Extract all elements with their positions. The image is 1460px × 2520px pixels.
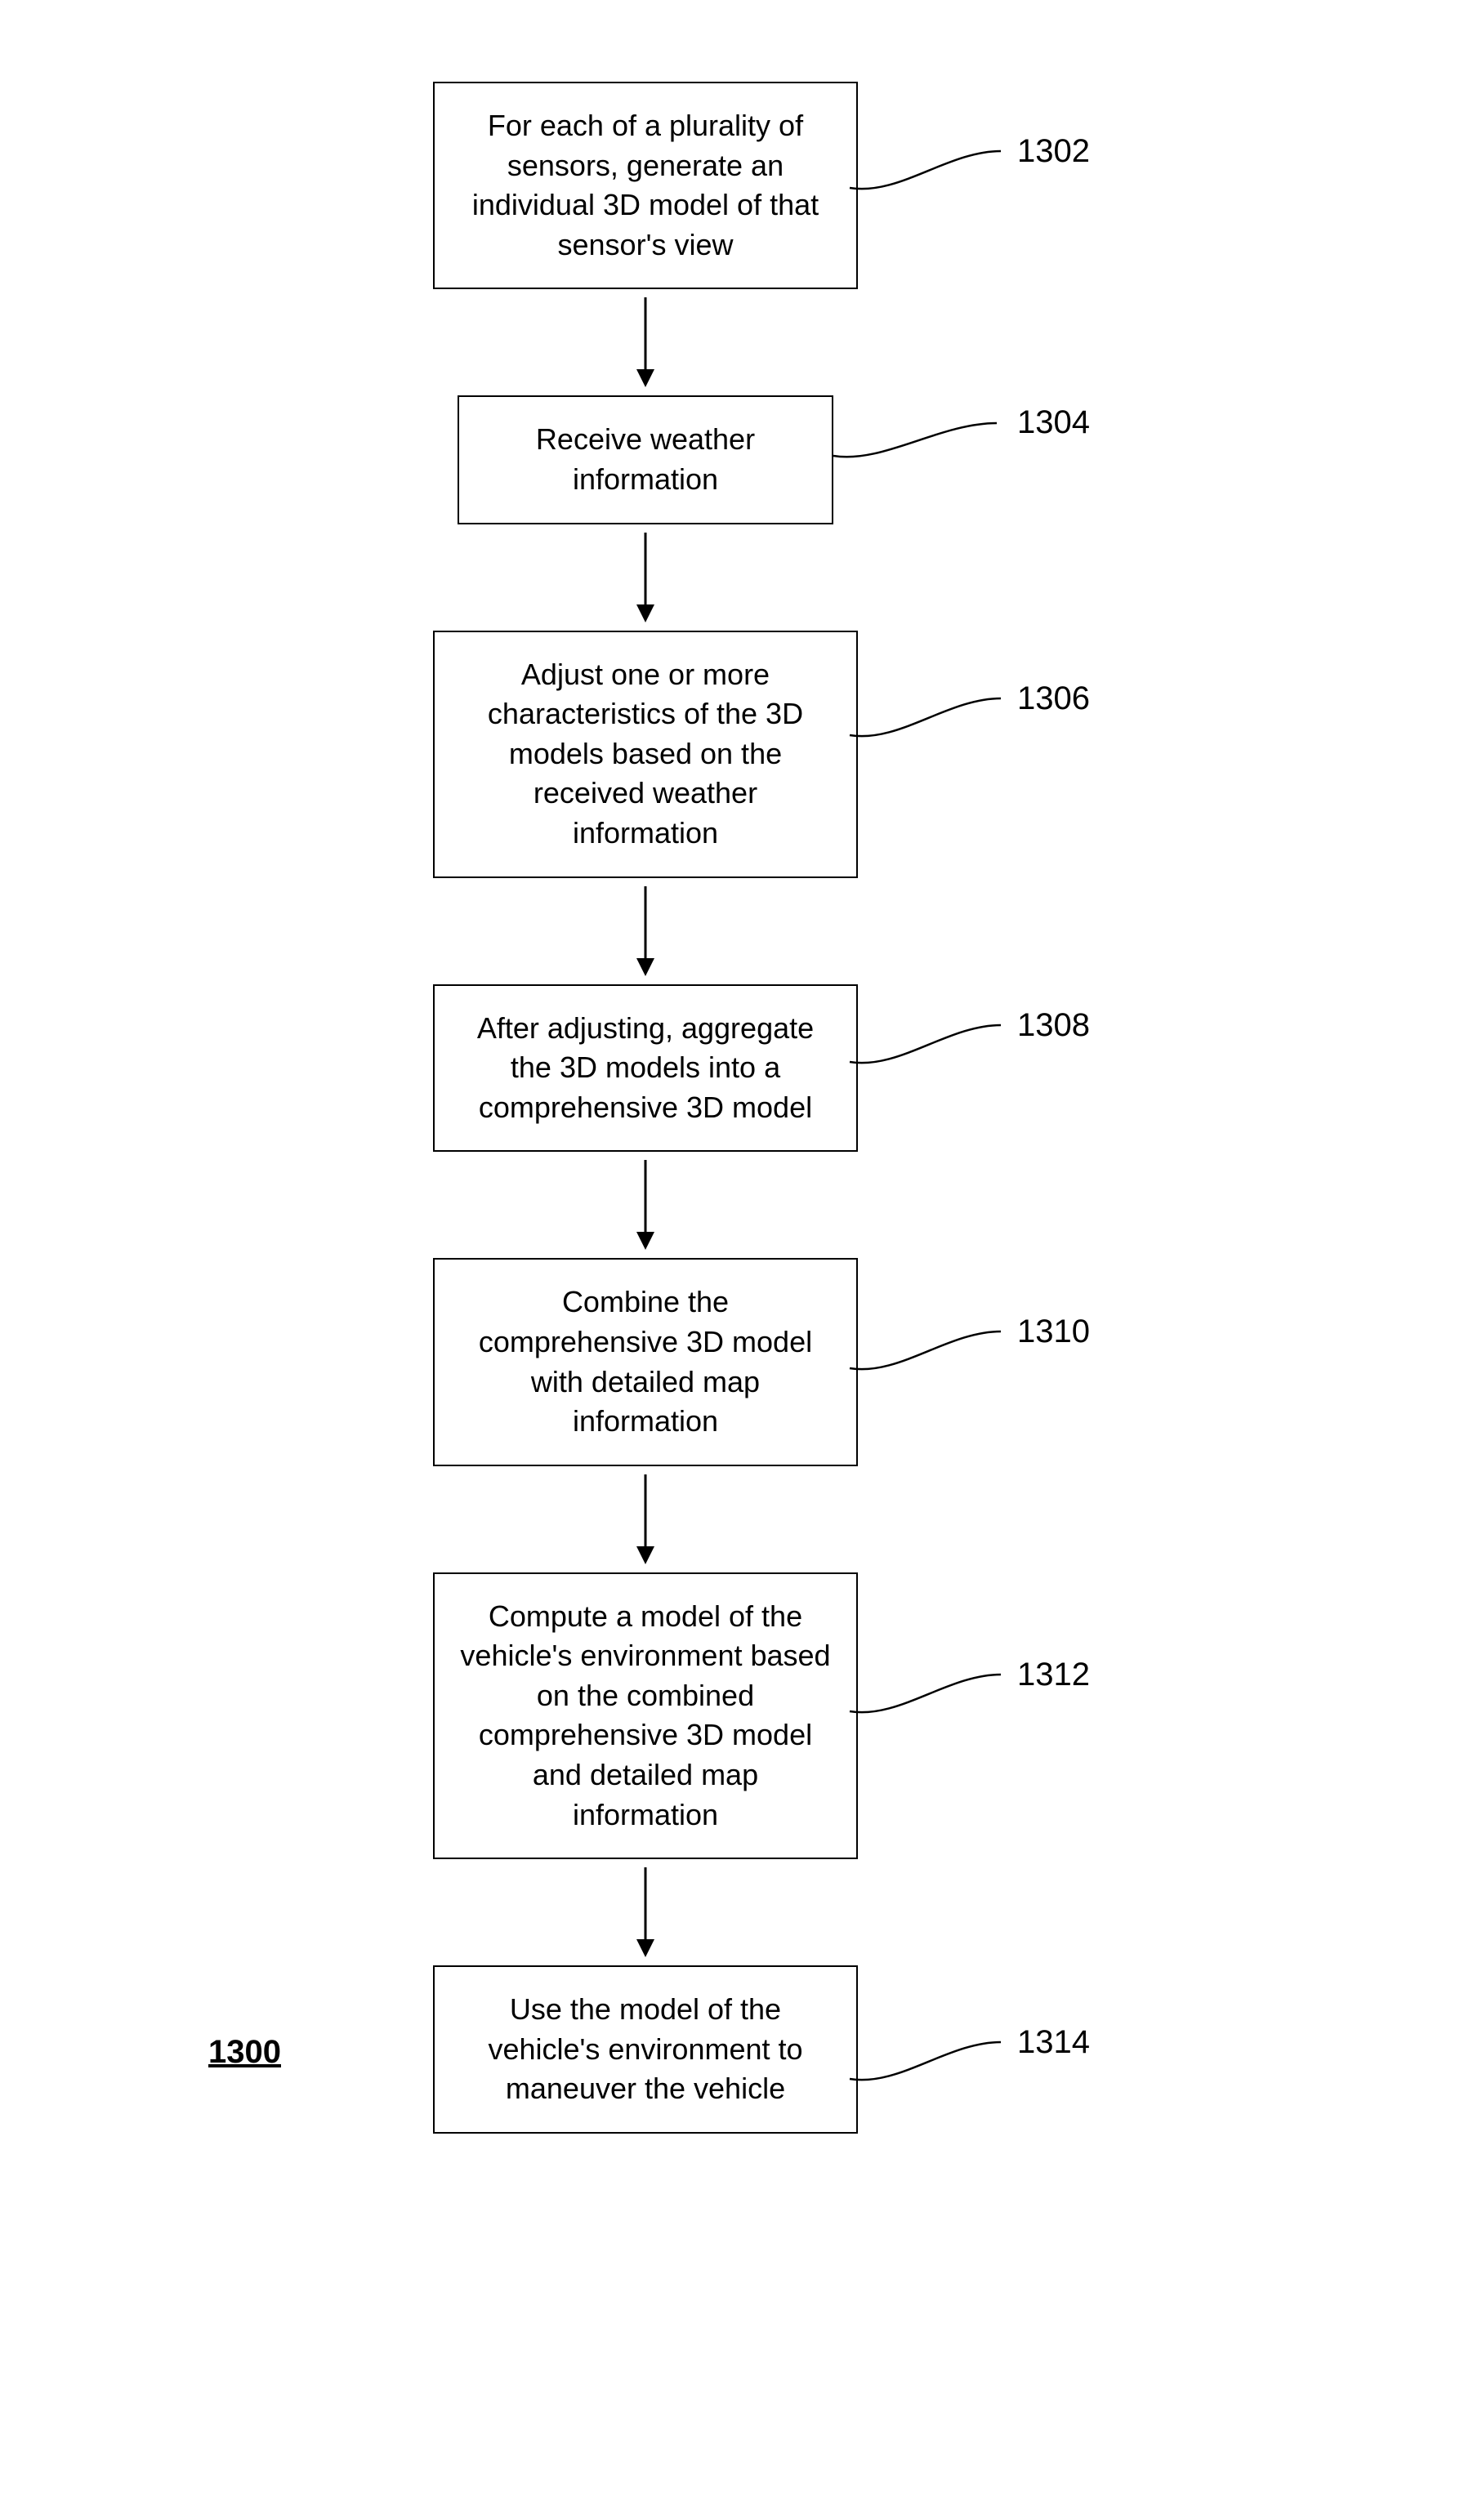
arrow-gap [629, 1466, 662, 1572]
ref-text: 1310 [1017, 1314, 1090, 1349]
flowchart-column: For each of a plurality of sensors, gene… [425, 82, 866, 2134]
flow-step-1314: Use the model of the vehicle's environme… [433, 1965, 858, 2134]
ref-label-1308: 1308 [1017, 1007, 1090, 1044]
step-text: For each of a plurality of sensors, gene… [472, 109, 819, 261]
step-text: Receive weather information [536, 422, 755, 496]
leader-line-icon [850, 1666, 1013, 1724]
arrow-gap [629, 524, 662, 631]
figure-label-text: 1300 [208, 2034, 281, 2070]
ref-text: 1312 [1017, 1657, 1090, 1693]
ref-label-1306: 1306 [1017, 680, 1090, 717]
arrow-down-icon [629, 533, 662, 622]
step-text: Compute a model of the vehicle's environ… [460, 1599, 830, 1831]
flow-step-1312: Compute a model of the vehicle's environ… [433, 1572, 858, 1860]
leader-line-icon [850, 690, 1013, 747]
step-text: Combine the comprehensive 3D model with … [479, 1285, 812, 1438]
figure-label: 1300 [208, 2034, 281, 2071]
flow-step-1306: Adjust one or more characteristics of th… [433, 631, 858, 878]
ref-label-1302: 1302 [1017, 133, 1090, 170]
step-text: Adjust one or more characteristics of th… [488, 658, 803, 850]
ref-label-1314: 1314 [1017, 2024, 1090, 2061]
arrow-down-icon [629, 1474, 662, 1564]
flow-step-1308: After adjusting, aggregate the 3D models… [433, 984, 858, 1153]
step-text: After adjusting, aggregate the 3D models… [477, 1011, 814, 1124]
ref-text: 1304 [1017, 404, 1090, 440]
leader-line-icon [850, 1017, 1013, 1074]
arrow-gap [629, 1152, 662, 1258]
arrow-down-icon [629, 297, 662, 387]
flow-step-1310: Combine the comprehensive 3D model with … [433, 1258, 858, 1465]
arrow-down-icon [629, 1867, 662, 1957]
arrow-down-icon [629, 1160, 662, 1250]
ref-label-1310: 1310 [1017, 1314, 1090, 1350]
ref-text: 1314 [1017, 2024, 1090, 2060]
flow-step-1304: Receive weather information [458, 395, 833, 524]
page: For each of a plurality of sensors, gene… [0, 0, 1460, 2520]
step-text: Use the model of the vehicle's environme… [488, 1992, 802, 2105]
leader-line-icon [850, 143, 1013, 200]
leader-line-icon [850, 2034, 1013, 2091]
ref-label-1312: 1312 [1017, 1657, 1090, 1693]
ref-text: 1302 [1017, 133, 1090, 169]
arrow-gap [629, 1859, 662, 1965]
arrow-gap [629, 878, 662, 984]
ref-label-1304: 1304 [1017, 404, 1090, 441]
arrow-gap [629, 289, 662, 395]
leader-line-icon [850, 1323, 1013, 1380]
arrow-down-icon [629, 886, 662, 976]
flow-step-1302: For each of a plurality of sensors, gene… [433, 82, 858, 289]
ref-text: 1306 [1017, 680, 1090, 716]
ref-text: 1308 [1017, 1007, 1090, 1043]
